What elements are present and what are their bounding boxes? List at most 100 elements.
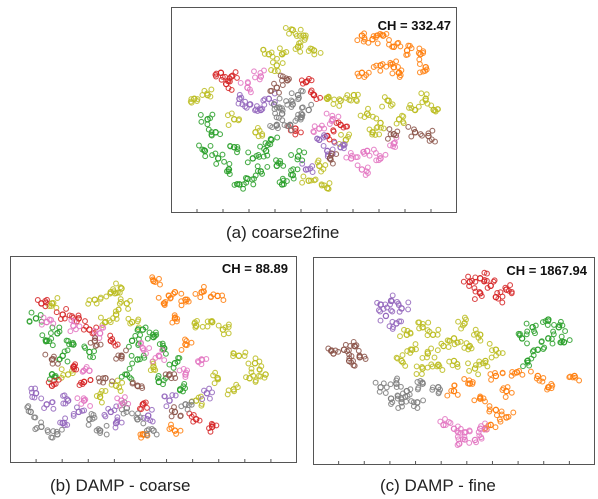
scatter-point-a-orange bbox=[365, 39, 372, 46]
scatter-point-b-orange bbox=[200, 283, 207, 290]
scatter-point-c-olive bbox=[486, 340, 493, 347]
scatter-point-b-olive bbox=[222, 324, 229, 331]
scatter-point-a-olive bbox=[194, 98, 200, 104]
scatter-point-b-purple bbox=[28, 385, 35, 392]
scatter-point-c-pink bbox=[447, 420, 454, 426]
scatter-point-a-olive bbox=[336, 96, 343, 103]
scatter-point-c-olive bbox=[436, 363, 443, 370]
scatter-point-a-gray bbox=[283, 98, 290, 105]
scatter-point-c-gray bbox=[414, 386, 421, 393]
scatter-point-c-red bbox=[471, 296, 478, 303]
scatter-point-a-brown bbox=[386, 126, 393, 133]
scatter-point-c-red bbox=[484, 284, 491, 291]
scatter-point-a-olive bbox=[282, 24, 289, 31]
scatter-point-c-pink bbox=[475, 429, 482, 436]
scatter-point-a-olive bbox=[235, 117, 242, 124]
scatter-point-b-red bbox=[50, 381, 57, 388]
scatter-point-a-olive bbox=[393, 120, 400, 127]
scatter-point-a-brown bbox=[425, 130, 432, 137]
scatter-point-a-pink bbox=[354, 154, 361, 161]
scatter-point-b-pink bbox=[71, 318, 78, 325]
scatter-point-b-olive bbox=[54, 295, 61, 301]
scatter-point-a-brown bbox=[333, 151, 340, 158]
scatter-point-b-red bbox=[51, 377, 58, 384]
scatter-point-a-purple bbox=[340, 145, 347, 152]
scatter-point-a-green bbox=[234, 146, 241, 153]
scatter-point-a-orange bbox=[354, 37, 361, 44]
scatter-point-c-orange bbox=[502, 394, 509, 400]
scatter-point-c-purple bbox=[389, 325, 396, 332]
scatter-point-a-olive bbox=[380, 125, 387, 132]
scatter-point-c-olive bbox=[413, 363, 420, 370]
scatter-point-a-olive bbox=[293, 33, 300, 39]
scatter-point-b-green bbox=[56, 328, 63, 335]
scatter-point-b-purple bbox=[199, 396, 206, 403]
scatter-point-a-brown bbox=[411, 126, 417, 133]
scatter-point-b-orange bbox=[178, 302, 185, 309]
scatter-point-c-olive bbox=[412, 341, 419, 348]
scatter-point-a-orange bbox=[354, 70, 361, 77]
scatter-point-c-orange bbox=[454, 391, 461, 398]
scatter-point-c-orange bbox=[527, 368, 534, 375]
scatter-point-a-red bbox=[218, 76, 225, 83]
scatter-point-c-gray bbox=[420, 397, 427, 404]
scatter-point-b-pink bbox=[149, 358, 156, 365]
scatter-point-b-olive bbox=[256, 358, 263, 365]
scatter-point-a-red bbox=[304, 78, 311, 85]
scatter-point-b-olive bbox=[114, 377, 121, 384]
scatter-point-a-pink bbox=[335, 113, 342, 120]
scatter-point-b-olive bbox=[225, 387, 232, 394]
scatter-point-a-olive bbox=[372, 131, 379, 138]
scatter-point-b-purple bbox=[118, 419, 125, 426]
caption-b: (b) DAMP - coarse bbox=[50, 476, 191, 495]
scatter-point-a-olive bbox=[376, 131, 383, 138]
scatter-point-a-pink bbox=[391, 139, 398, 146]
scatter-point-c-red bbox=[471, 285, 478, 292]
scatter-point-c-green bbox=[524, 328, 531, 335]
scatter-point-a-red bbox=[292, 131, 299, 138]
scatter-point-c-gray bbox=[410, 403, 417, 410]
scatter-point-b-purple bbox=[201, 387, 207, 394]
scatter-point-a-green bbox=[252, 172, 259, 179]
scatter-point-a-olive bbox=[336, 102, 343, 109]
scatter-point-c-brown bbox=[345, 347, 352, 354]
scatter-point-b-red bbox=[87, 377, 94, 384]
scatter-point-a-green bbox=[294, 153, 302, 160]
scatter-point-c-gray bbox=[429, 384, 436, 391]
scatter-point-c-pink bbox=[481, 426, 488, 433]
scatter-point-c-pink bbox=[440, 421, 447, 429]
scatter-point-a-purple bbox=[265, 95, 273, 103]
scatter-point-a-orange bbox=[389, 43, 396, 50]
scatter-point-c-gray bbox=[382, 390, 389, 396]
scatter-point-a-purple bbox=[299, 160, 306, 167]
scatter-point-b-green bbox=[39, 332, 46, 339]
scatter-point-c-orange bbox=[548, 380, 555, 387]
scatter-point-c-orange bbox=[448, 387, 455, 394]
scatter-point-b-gray bbox=[97, 430, 104, 436]
scatter-point-b-pink bbox=[80, 395, 87, 402]
scatter-point-c-pink bbox=[437, 418, 444, 425]
scatter-point-c-olive bbox=[457, 338, 464, 345]
scatter-point-b-olive bbox=[117, 296, 124, 303]
scatter-point-a-purple bbox=[235, 100, 242, 107]
scatter-point-b-purple bbox=[148, 406, 155, 413]
scatter-point-c-pink bbox=[466, 439, 473, 446]
scatter-point-c-red bbox=[472, 278, 479, 285]
scatter-point-c-olive bbox=[424, 354, 430, 361]
scatter-point-b-red bbox=[71, 366, 78, 372]
scatter-point-b-olive bbox=[113, 315, 120, 322]
scatter-point-a-brown bbox=[408, 133, 415, 140]
scatter-point-a-green bbox=[225, 168, 232, 175]
scatter-point-b-red bbox=[80, 326, 87, 333]
scatter-point-b-brown bbox=[97, 341, 104, 348]
scatter-point-b-green bbox=[91, 348, 98, 355]
scatter-point-b-olive bbox=[111, 290, 118, 297]
scatter-point-b-pink bbox=[91, 328, 98, 334]
scatter-point-b-green bbox=[156, 341, 163, 348]
scatter-point-c-olive bbox=[459, 322, 466, 329]
scatter-point-c-olive bbox=[413, 371, 420, 377]
scatter-point-a-green bbox=[280, 162, 287, 169]
scatter-point-a-green bbox=[226, 160, 233, 167]
scatter-point-b-purple bbox=[166, 397, 173, 404]
scatter-point-b-olive bbox=[243, 374, 249, 381]
